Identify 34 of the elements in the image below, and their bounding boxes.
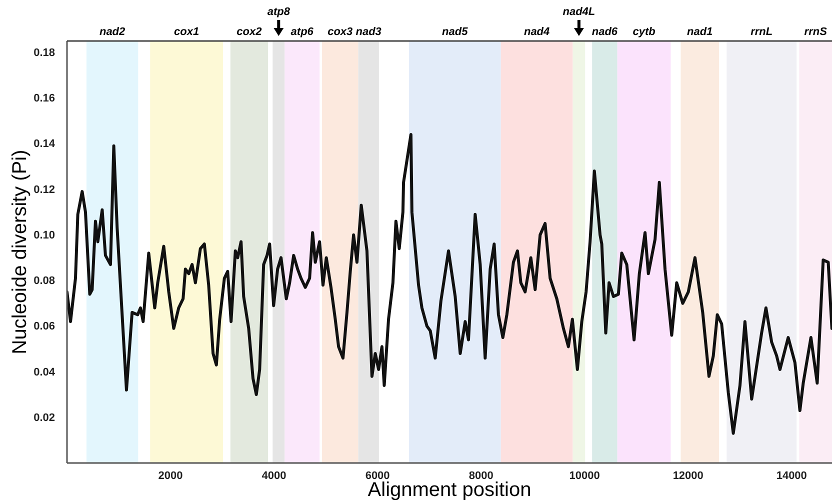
band-label: cox2: [236, 26, 262, 38]
y-tick-label: 0.02: [34, 412, 55, 424]
band-label: atp6: [290, 26, 314, 38]
y-tick-label: 0.12: [34, 184, 55, 196]
x-tick-label: 4000: [262, 470, 286, 482]
band-label: nad4L: [562, 6, 596, 18]
band-label: nad6: [592, 26, 618, 38]
band-label: nad3: [356, 26, 382, 38]
x-tick-label: 14000: [776, 470, 807, 482]
y-tick-label: 0.04: [34, 366, 56, 378]
band-label: cytb: [632, 26, 656, 38]
x-tick-label: 12000: [672, 470, 704, 482]
x-tick-label: 10000: [569, 470, 600, 482]
band-label: atp8: [267, 6, 291, 18]
band-label: cox3: [328, 26, 353, 38]
y-tick-label: 0.10: [34, 229, 55, 242]
x-tick-label: 2000: [158, 470, 183, 482]
band-label: nad1: [687, 26, 713, 38]
band-label: rrnS: [804, 26, 828, 38]
y-tick-label: 0.06: [34, 320, 55, 333]
band-label: rrnL: [750, 26, 773, 38]
y-tick-label: 0.14: [34, 138, 56, 150]
band-label: nad2: [99, 26, 126, 38]
x-axis-title: Alignment position: [368, 479, 532, 500]
y-tick-label: 0.16: [34, 92, 55, 105]
band-label: cox1: [174, 26, 200, 38]
x-tick-label: 8000: [468, 470, 494, 482]
y-tick-label: 0.08: [34, 275, 55, 288]
band-label: nad4: [524, 26, 550, 38]
x-tick-label: 6000: [365, 470, 390, 482]
y-axis-title: Nucleoide diversity (Pi): [9, 150, 31, 354]
line-series: [67, 133, 832, 435]
y-tick-label: 0.18: [34, 46, 55, 59]
band-label: nad5: [442, 26, 469, 38]
